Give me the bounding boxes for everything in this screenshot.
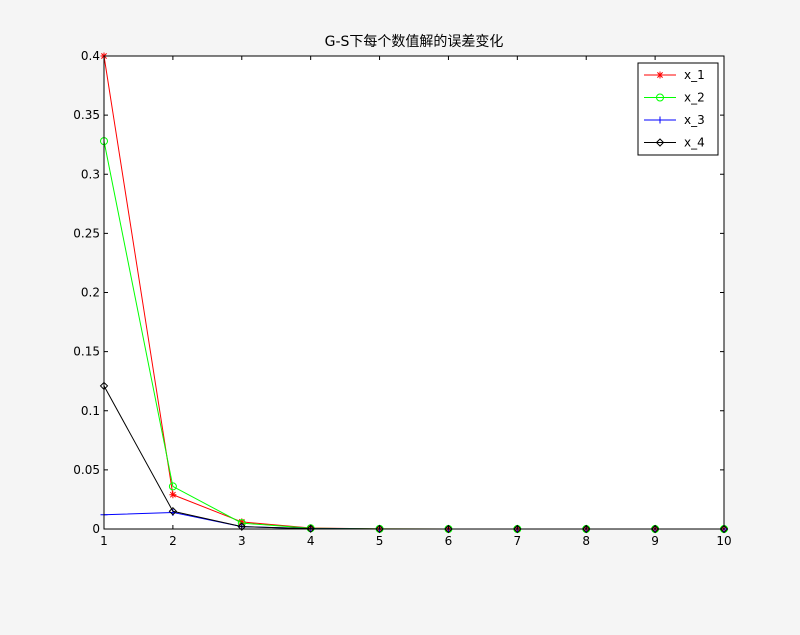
legend-marker-x_4 xyxy=(655,138,665,147)
x-tick-label: 6 xyxy=(445,534,453,548)
x-tick-label: 1 xyxy=(100,534,108,548)
legend-marker-x_1 xyxy=(656,71,664,79)
legend-item-x_2: x_2 xyxy=(644,91,705,105)
chart-title: G-S下每个数值解的误差变化 xyxy=(325,34,504,50)
data-point-x_4-10 xyxy=(719,524,729,534)
legend-box xyxy=(637,62,719,156)
x-tick-label: 5 xyxy=(376,534,384,548)
legend-label: x_2 xyxy=(684,91,705,105)
y-tick-label: 0.3 xyxy=(81,167,100,181)
y-tick-label: 0.05 xyxy=(73,463,100,477)
data-point-x_4-4 xyxy=(306,524,315,533)
data-point-x_4-2 xyxy=(168,507,178,516)
legend: x_1 x_2 x_3 x_4 xyxy=(637,62,719,156)
axis-ticks: 1 2 3 4 5 6 7 8 9 10 0 0.05 0.1 0.15 0.2 0.25 0.3 0.35 0.4 xyxy=(73,49,731,548)
y-tick-label: 0.4 xyxy=(81,49,100,63)
x-tick-label: 7 xyxy=(514,534,522,548)
legend-label: x_4 xyxy=(684,136,705,150)
legend-label: x_1 xyxy=(684,68,705,82)
data-point-x_4-6 xyxy=(444,524,453,534)
y-tick-label: 0.15 xyxy=(73,345,100,359)
data-point-x_1-2 xyxy=(169,491,177,499)
legend-label: x_3 xyxy=(684,113,705,127)
axes-background xyxy=(104,56,724,529)
y-tick-label: 0.35 xyxy=(73,108,100,122)
data-point-x_4-5 xyxy=(375,524,384,534)
y-tick-label: 0.2 xyxy=(81,286,100,300)
data-point-x_4-7 xyxy=(513,524,522,534)
x-tick-label: 10 xyxy=(716,534,731,548)
y-tick-label: 0.25 xyxy=(73,226,100,240)
data-point-x_4-9 xyxy=(650,524,660,534)
legend-marker-x_2 xyxy=(656,93,664,102)
x-tick-label: 2 xyxy=(169,534,177,548)
legend-item-x_3: x_3 xyxy=(644,113,705,127)
x-tick-label: 4 xyxy=(307,534,315,548)
x-tick-label: 8 xyxy=(582,534,590,548)
x-tick-label: 9 xyxy=(651,534,659,548)
legend-marker-x_3 xyxy=(656,116,664,124)
data-point-x_1-3 xyxy=(238,518,246,526)
data-point-x_4-3 xyxy=(237,522,246,531)
legend-item-x_4: x_4 xyxy=(644,136,705,150)
legend-item-x_1: x_1 xyxy=(644,68,705,82)
data-point-x_2-2 xyxy=(168,482,177,491)
y-tick-label: 0 xyxy=(92,522,100,536)
x-tick-label: 3 xyxy=(238,534,246,548)
data-point-x_4-8 xyxy=(582,524,591,534)
y-tick-label: 0.1 xyxy=(81,404,100,418)
